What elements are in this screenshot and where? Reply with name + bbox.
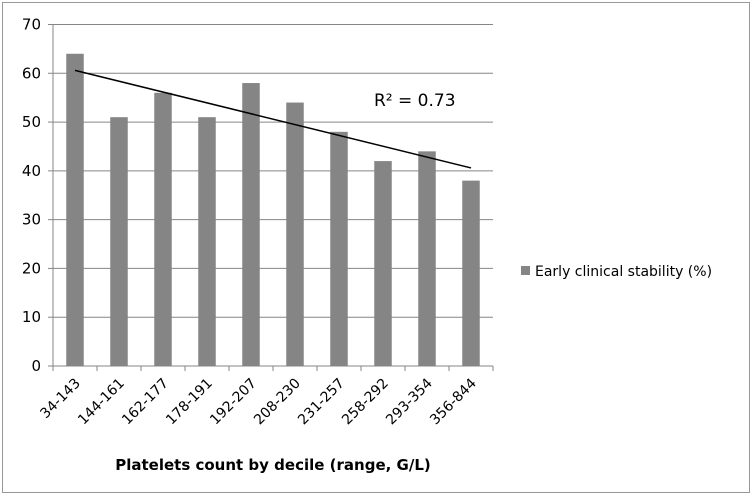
y-tick-label: 40 bbox=[22, 162, 41, 180]
bar bbox=[110, 117, 128, 366]
legend-label: Early clinical stability (%) bbox=[535, 264, 712, 280]
bar bbox=[66, 53, 84, 367]
r-squared-label: R² = 0.73 bbox=[374, 91, 456, 111]
y-tick-label: 20 bbox=[22, 259, 41, 277]
x-axis-label: Platelets count by decile (range, G/L) bbox=[115, 456, 431, 474]
y-tick-label: 50 bbox=[22, 113, 41, 131]
bar bbox=[198, 117, 216, 366]
legend-swatch bbox=[521, 266, 530, 275]
y-tick-label: 0 bbox=[31, 357, 41, 375]
y-tick-label: 70 bbox=[22, 16, 41, 34]
bar bbox=[154, 92, 172, 367]
bar bbox=[330, 131, 348, 366]
y-tick-label: 10 bbox=[22, 308, 41, 326]
y-tick-label: 30 bbox=[22, 211, 41, 229]
bar bbox=[374, 161, 392, 366]
trendline bbox=[74, 69, 472, 169]
bar bbox=[418, 151, 436, 366]
bar bbox=[242, 83, 260, 367]
bar bbox=[462, 180, 480, 366]
bar bbox=[286, 102, 304, 367]
y-tick-label: 60 bbox=[22, 64, 41, 82]
